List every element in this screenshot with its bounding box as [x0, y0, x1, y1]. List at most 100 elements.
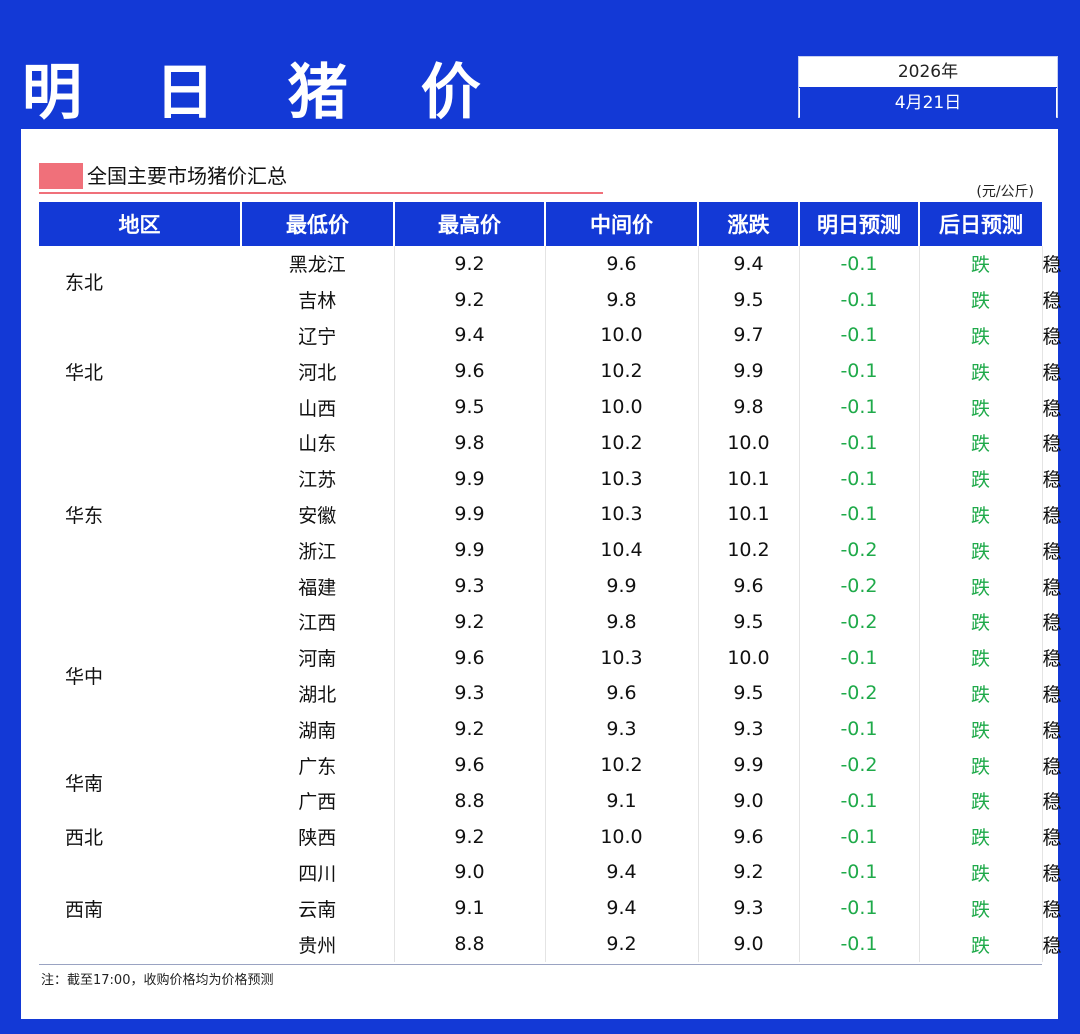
mid-price-cell: 10.1	[697, 496, 799, 533]
province-cell: 广西	[298, 791, 337, 814]
forecast-tomorrow-cell: 跌	[918, 854, 1042, 891]
mid-price-cell: 9.0	[697, 782, 799, 819]
region-cell: 东北	[65, 272, 104, 295]
change-cell: -0.1	[798, 854, 919, 891]
region-cell: 华南	[65, 773, 104, 796]
province-cell: 陕西	[298, 827, 337, 850]
mid-price-cell: 9.3	[697, 711, 799, 748]
mid-price-cell: 9.0	[697, 926, 799, 962]
region-cell: 西南	[65, 898, 104, 921]
table-row: 河北 9.6 10.2 9.9 -0.1 跌稳	[39, 353, 1062, 390]
low-price-cell: 9.2	[393, 711, 545, 748]
change-cell: -0.1	[798, 353, 919, 390]
page-title: 明 日 猪 价	[22, 58, 507, 128]
table-row: 河南 9.6 10.3 10.0 -0.1 跌稳	[39, 639, 1062, 676]
region-cell: 西北	[65, 827, 104, 850]
change-cell: -0.1	[798, 281, 919, 318]
change-cell: -0.1	[798, 389, 919, 425]
mid-price-cell: 9.6	[697, 568, 799, 604]
region-cell: 华中	[65, 666, 104, 689]
region-cell: 华东	[65, 504, 104, 527]
table-row: 湖南 9.2 9.3 9.3 -0.1 跌稳	[39, 711, 1062, 748]
change-cell: -0.2	[798, 532, 919, 569]
province-cell: 江西	[298, 612, 337, 635]
province-cell: 黑龙江	[288, 254, 346, 277]
footnote: 注：截至17:00，收购价格均为价格预测	[41, 973, 274, 988]
header-region: 地区	[39, 202, 241, 246]
table-row: 吉林 9.2 9.8 9.5 -0.1 跌稳	[39, 281, 1062, 318]
change-cell: -0.1	[798, 496, 919, 533]
high-price-cell: 10.0	[544, 317, 698, 354]
low-price-cell: 9.9	[393, 532, 545, 569]
high-price-cell: 10.3	[544, 639, 698, 676]
table-row: 华东 山东 9.8 10.2 10.0 -0.1 跌稳	[39, 424, 1062, 527]
high-price-cell: 10.0	[544, 389, 698, 425]
header-high: 最高价	[393, 202, 545, 246]
forecast-tomorrow-cell: 跌	[918, 818, 1042, 855]
header-forecast-tomorrow: 明日预测	[798, 202, 919, 246]
province-cell: 河南	[298, 648, 337, 671]
forecast-tomorrow-cell: 跌	[918, 424, 1042, 461]
mid-price-cell: 9.6	[697, 818, 799, 855]
table-row: 华南 广东 9.6 10.2 9.9 -0.2 跌稳	[39, 747, 1062, 795]
forecast-tomorrow-cell: 跌	[918, 389, 1042, 425]
high-price-cell: 10.2	[544, 353, 698, 390]
province-cell: 山西	[298, 397, 337, 420]
change-cell: -0.2	[798, 603, 919, 640]
mid-price-cell: 10.1	[697, 460, 799, 497]
low-price-cell: 9.6	[393, 639, 545, 676]
date-day: 4月21日	[800, 88, 1056, 118]
low-price-cell: 9.9	[393, 496, 545, 533]
province-cell: 四川	[298, 862, 337, 885]
table-row: 西南 四川 9.0 9.4 9.2 -0.1 跌稳	[39, 854, 1062, 921]
low-price-cell: 9.2	[393, 603, 545, 640]
header-forecast-after: 后日预测	[918, 202, 1042, 246]
province-cell: 广东	[298, 755, 337, 778]
change-cell: -0.1	[798, 317, 919, 354]
low-price-cell: 9.2	[393, 818, 545, 855]
province-cell: 湖南	[298, 719, 337, 742]
unit-label: (元/公斤)	[976, 184, 1034, 200]
forecast-tomorrow-cell: 跌	[918, 317, 1042, 354]
forecast-tomorrow-cell: 跌	[918, 926, 1042, 962]
high-price-cell: 9.8	[544, 603, 698, 640]
high-price-cell: 10.4	[544, 532, 698, 569]
table-row: 浙江 9.9 10.4 10.2 -0.2 跌稳	[39, 532, 1062, 569]
high-price-cell: 10.2	[544, 747, 698, 783]
province-cell: 吉林	[298, 290, 337, 313]
forecast-tomorrow-cell: 跌	[918, 281, 1042, 318]
change-cell: -0.1	[798, 460, 919, 497]
province-cell: 安徽	[298, 504, 337, 527]
low-price-cell: 9.4	[393, 317, 545, 354]
forecast-tomorrow-cell: 跌	[918, 568, 1042, 604]
table-row: 云南 9.1 9.4 9.3 -0.1 跌稳	[39, 890, 1062, 927]
mid-price-cell: 9.2	[697, 854, 799, 891]
change-cell: -0.2	[798, 747, 919, 783]
change-cell: -0.2	[798, 675, 919, 712]
section-header: 全国主要市场猪价汇总	[39, 163, 609, 195]
forecast-tomorrow-cell: 跌	[918, 890, 1042, 927]
forecast-tomorrow-cell: 跌	[918, 532, 1042, 569]
region-cell: 华北	[65, 361, 104, 384]
province-cell: 浙江	[298, 540, 337, 563]
province-cell: 辽宁	[298, 325, 337, 348]
mid-price-cell: 10.0	[697, 639, 799, 676]
forecast-tomorrow-cell: 跌	[918, 460, 1042, 497]
change-cell: -0.2	[798, 568, 919, 604]
date-box: 2026年 4月21日	[798, 56, 1058, 118]
table-row: 江苏 9.9 10.3 10.1 -0.1 跌稳	[39, 460, 1062, 497]
mid-price-cell: 9.5	[697, 603, 799, 640]
low-price-cell: 9.1	[393, 890, 545, 927]
mid-price-cell: 9.7	[697, 317, 799, 354]
forecast-tomorrow-cell: 跌	[918, 639, 1042, 676]
forecast-tomorrow-cell: 跌	[918, 711, 1042, 748]
footer-divider	[39, 964, 1042, 965]
low-price-cell: 9.0	[393, 854, 545, 891]
forecast-tomorrow-cell: 跌	[918, 246, 1042, 282]
high-price-cell: 10.3	[544, 496, 698, 533]
table-row: 山西 9.5 10.0 9.8 -0.1 跌稳	[39, 389, 1062, 425]
change-cell: -0.1	[798, 246, 919, 282]
province-cell: 贵州	[298, 934, 337, 957]
table-row: 华中 江西 9.2 9.8 9.5 -0.2 跌稳	[39, 603, 1062, 688]
section-marker	[39, 163, 83, 189]
